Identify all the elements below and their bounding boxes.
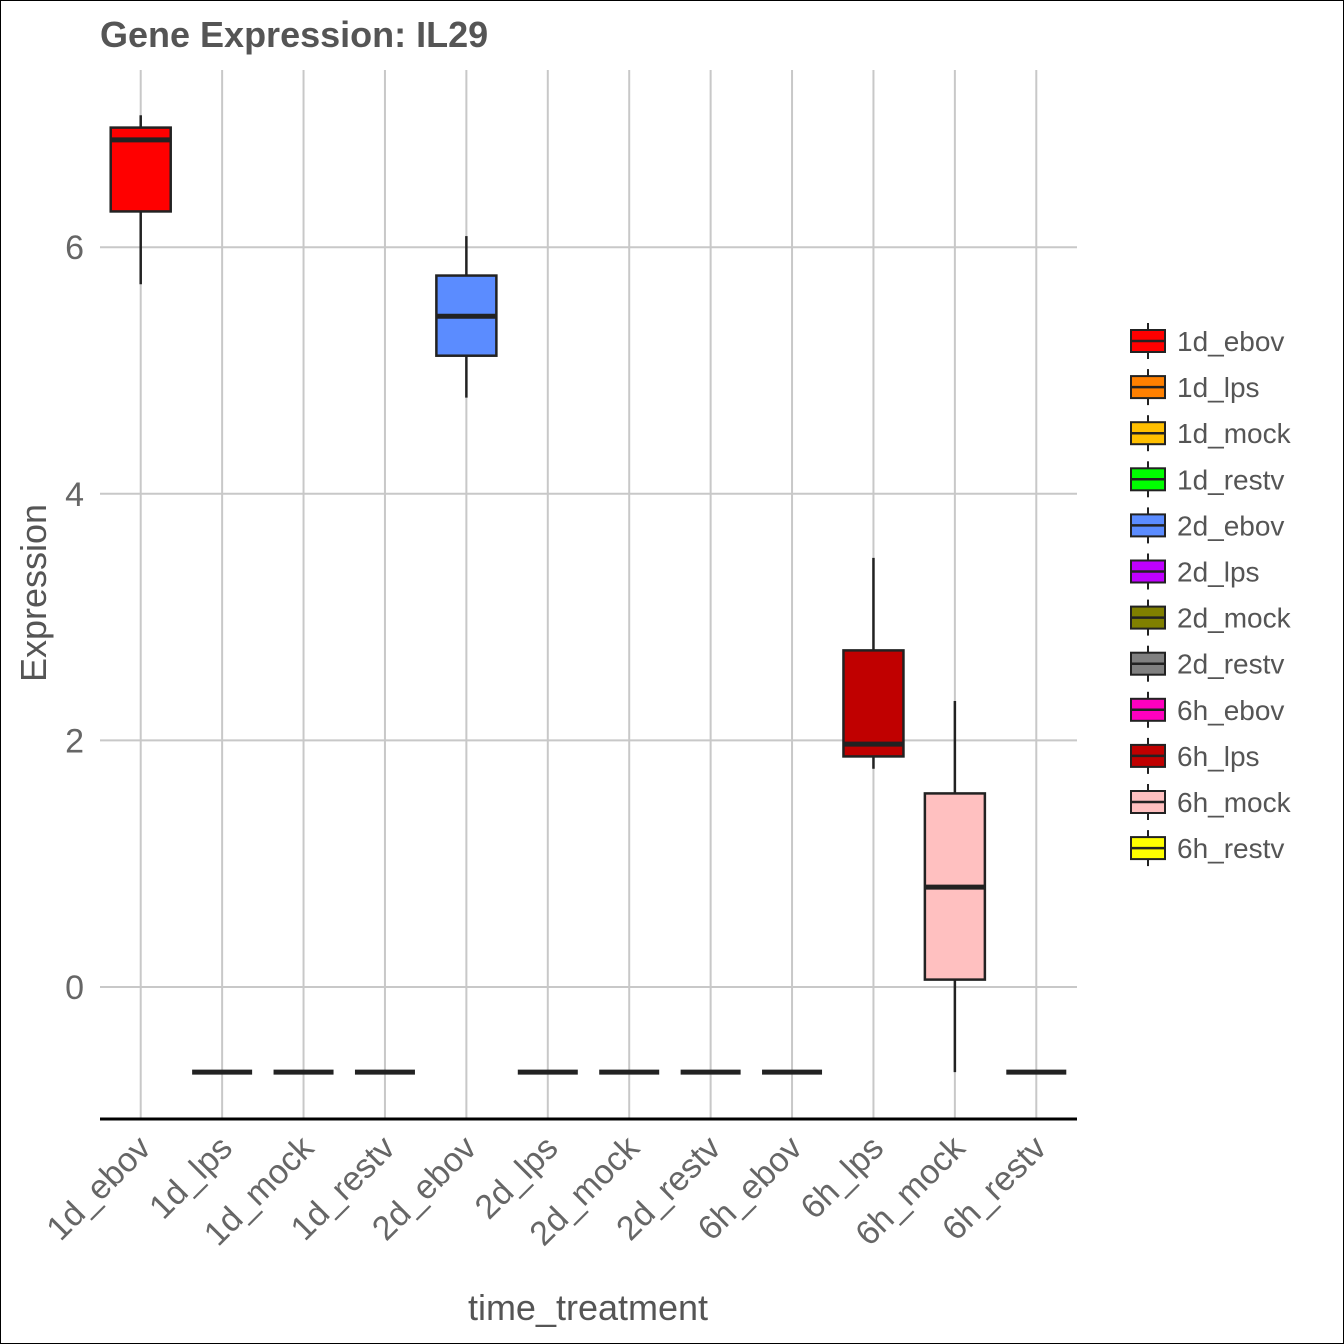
- legend-label-2d_restv: 2d_restv: [1177, 649, 1284, 680]
- legend-label-1d_ebov: 1d_ebov: [1177, 326, 1284, 357]
- y-tick-label-4: 4: [65, 476, 84, 514]
- legend-item-6h_restv: 6h_restv: [1130, 830, 1284, 867]
- legend-item-2d_restv: 2d_restv: [1130, 645, 1284, 682]
- legend-label-6h_ebov: 6h_ebov: [1177, 695, 1284, 726]
- chart-title: Gene Expression: IL29: [100, 14, 488, 55]
- legend-label-6h_restv: 6h_restv: [1177, 833, 1284, 864]
- legend-item-1d_mock: 1d_mock: [1130, 415, 1292, 452]
- legend: 1d_ebov 1d_lps 1d_mock 1d_restv 2d_ebov 2d_lp…: [1130, 323, 1292, 867]
- box-6h_mock: [923, 700, 987, 1073]
- legend-label-1d_lps: 1d_lps: [1177, 372, 1260, 403]
- legend-item-1d_ebov: 1d_ebov: [1130, 323, 1284, 359]
- legend-item-6h_lps: 6h_lps: [1130, 737, 1260, 774]
- x-tick-labels: 1d_ebov1d_lps1d_mock1d_restv2d_ebov2d_lp…: [39, 1128, 1054, 1253]
- legend-item-1d_restv: 1d_restv: [1130, 461, 1284, 498]
- box-2d_ebov: [435, 236, 498, 398]
- legend-label-6h_lps: 6h_lps: [1177, 741, 1260, 772]
- legend-label-2d_lps: 2d_lps: [1177, 557, 1260, 588]
- legend-item-2d_lps: 2d_lps: [1130, 553, 1260, 590]
- legend-item-1d_lps: 1d_lps: [1130, 369, 1260, 406]
- box-1d_ebov: [109, 115, 172, 285]
- legend-label-1d_mock: 1d_mock: [1177, 418, 1292, 449]
- box-series: [109, 115, 1067, 1075]
- legend-item-6h_ebov: 6h_ebov: [1130, 691, 1284, 728]
- y-tick-label-6: 6: [65, 229, 84, 267]
- y-tick-label-2: 2: [65, 722, 84, 760]
- legend-label-2d_mock: 2d_mock: [1177, 603, 1292, 634]
- y-tick-labels: 0 2 4 6: [65, 229, 84, 1007]
- legend-item-6h_mock: 6h_mock: [1130, 784, 1292, 820]
- y-axis-title: Expression: [13, 504, 54, 682]
- x-axis-title: time_treatment: [468, 1287, 708, 1328]
- x-tick-label-1d_ebov: 1d_ebov: [39, 1129, 158, 1248]
- box-6h_lps: [842, 557, 905, 769]
- legend-label-1d_restv: 1d_restv: [1177, 464, 1284, 495]
- box-body: [842, 649, 905, 758]
- legend-item-2d_mock: 2d_mock: [1130, 599, 1292, 636]
- legend-item-2d_ebov: 2d_ebov: [1130, 507, 1284, 544]
- y-tick-label-0: 0: [65, 969, 84, 1007]
- legend-label-6h_mock: 6h_mock: [1177, 787, 1292, 818]
- legend-label-2d_ebov: 2d_ebov: [1177, 510, 1284, 541]
